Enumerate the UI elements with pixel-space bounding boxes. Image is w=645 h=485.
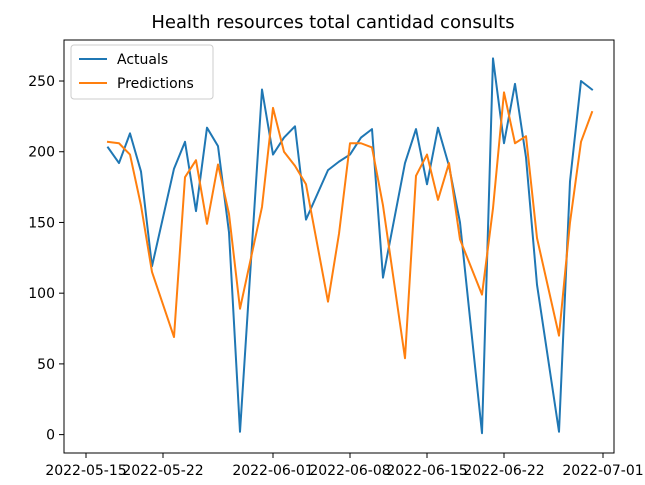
y-axis: 0 50 100 150 200 250 <box>28 74 64 444</box>
legend: Actuals Predictions <box>70 44 214 100</box>
plot-area-frame <box>63 39 615 454</box>
chart-title: Health resources total cantidad consults <box>151 12 514 33</box>
x-tick-label: 2022-07-01 <box>562 463 643 479</box>
y-tick-label: 50 <box>37 357 55 373</box>
series-line-actuals <box>106 57 594 435</box>
legend-label: Actuals <box>117 52 168 68</box>
y-tick-label: 200 <box>28 145 55 161</box>
y-tick-label: 0 <box>46 428 55 444</box>
legend-label: Predictions <box>117 76 194 92</box>
y-tick-label: 250 <box>28 74 55 90</box>
x-tick-label: 2022-06-01 <box>232 463 313 479</box>
x-tick-label: 2022-05-15 <box>45 463 126 479</box>
x-tick-label: 2022-06-15 <box>386 463 467 479</box>
y-tick-label: 100 <box>28 286 55 302</box>
x-tick-label: 2022-06-22 <box>463 463 544 479</box>
series-line-predictions <box>106 91 594 360</box>
series-layer <box>106 57 594 435</box>
x-tick-label: 2022-05-22 <box>122 463 203 479</box>
y-tick-label: 150 <box>28 215 55 231</box>
x-tick-label: 2022-06-08 <box>309 463 390 479</box>
